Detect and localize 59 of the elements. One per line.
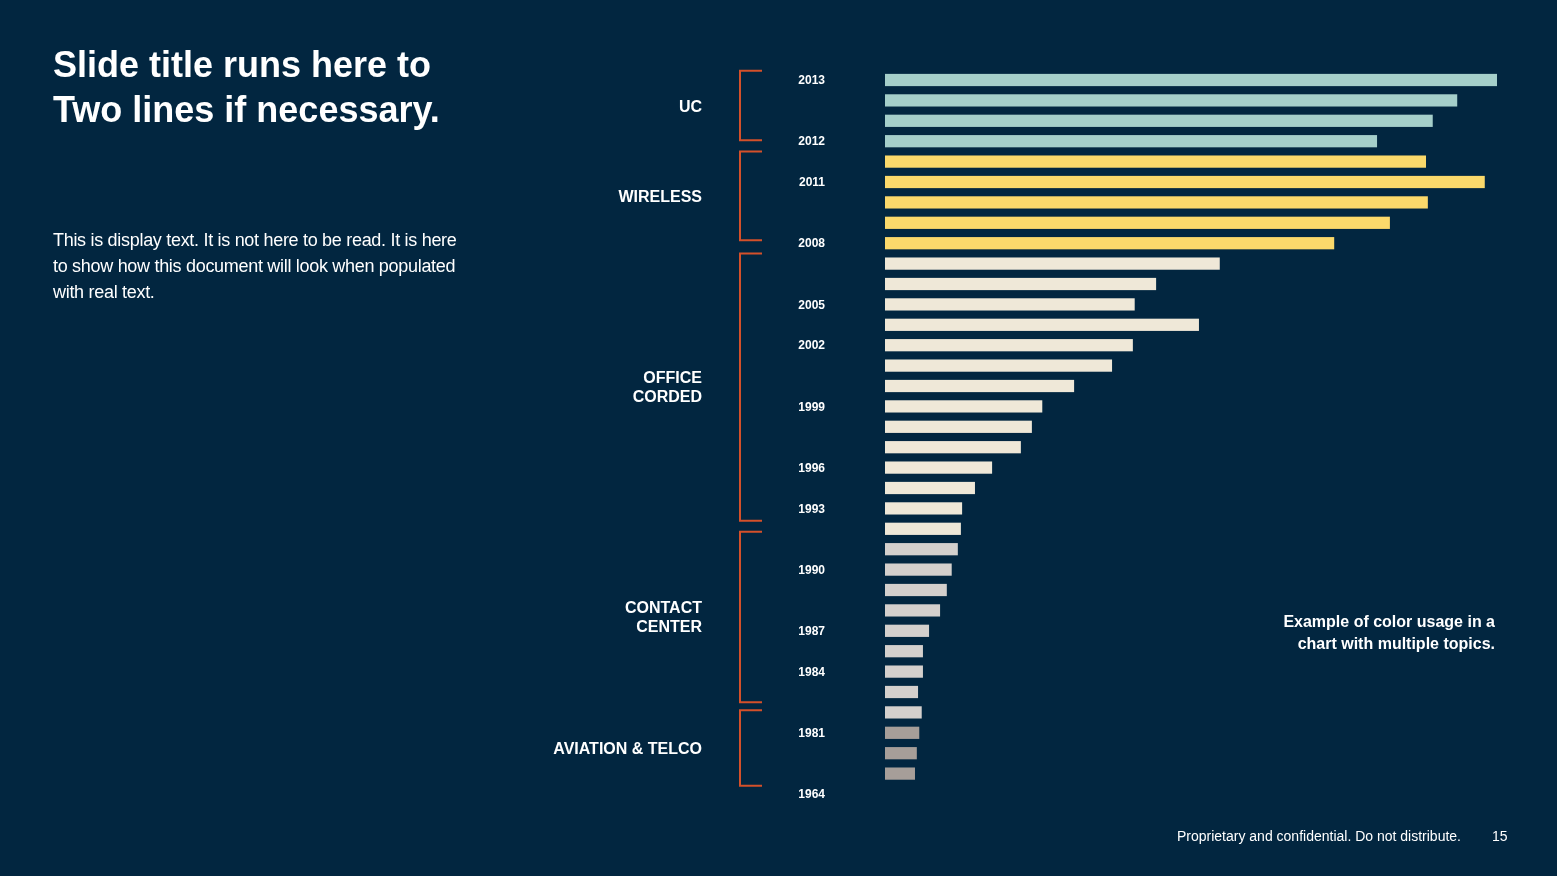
bar: [885, 726, 920, 739]
bar: [885, 155, 1427, 168]
bar: [885, 175, 1485, 189]
bar: [885, 420, 1032, 433]
y-tick-label: 2002: [798, 338, 826, 353]
y-tick-label: 2012: [798, 134, 826, 149]
text: This is display text. It is not here to be read. It is here to show how this document will look when populated with real text.: [53, 229, 458, 304]
bar: [885, 114, 1433, 127]
bar: [885, 216, 1390, 229]
bar: [885, 359, 1113, 372]
text: Proprietary and confidential. Do not distribute.: [1176, 828, 1461, 844]
bar: [885, 583, 947, 597]
text: OFFICE CORDED: [631, 368, 702, 407]
bar: [885, 624, 930, 637]
bar: [885, 400, 1043, 413]
bar: [885, 563, 952, 576]
bar: [885, 277, 1157, 291]
bar: [885, 604, 941, 617]
text: 15: [1492, 828, 1508, 844]
bar: [885, 237, 1335, 250]
y-tick-label: 2013: [798, 73, 826, 88]
bar: [885, 461, 993, 474]
y-tick-label: 2011: [798, 175, 826, 190]
y-tick-label: 1964: [798, 787, 826, 802]
y-tick-label: 1990: [798, 562, 826, 577]
bar: [885, 441, 1021, 454]
bar: [885, 339, 1133, 352]
bar: [885, 522, 961, 535]
bar: [885, 73, 1497, 87]
text: WIRELESS: [617, 186, 702, 206]
bar: [885, 196, 1428, 209]
text: AVIATION & TELCO: [552, 738, 702, 758]
y-tick-label: 2008: [798, 236, 826, 251]
y-tick-label: 1987: [798, 624, 826, 638]
y-tick-label: 1999: [798, 399, 826, 414]
bar: [885, 94, 1458, 107]
bar: [885, 767, 915, 780]
bar: [885, 543, 958, 556]
bar: [885, 502, 963, 515]
bar: [885, 318, 1199, 331]
y-tick-label: 1993: [798, 501, 826, 516]
y-tick-label: 1984: [798, 664, 826, 679]
y-tick-label: 1981: [798, 726, 826, 740]
bar: [885, 298, 1135, 311]
annotation: Example of color usage in a chart with multiple topics.: [1282, 612, 1495, 654]
text: UC: [677, 96, 702, 115]
text: CONTACT CENTER: [623, 598, 702, 637]
text: Slide title runs here to Two lines if necessary.: [53, 43, 441, 132]
bar: [885, 257, 1220, 270]
bar: [885, 747, 917, 760]
bar: [885, 481, 975, 495]
bar: [885, 135, 1378, 148]
bar: [885, 645, 923, 658]
bar: [885, 379, 1075, 393]
y-tick-label: 2005: [798, 297, 826, 312]
y-tick-label: 1996: [798, 460, 826, 475]
bar: [885, 706, 922, 719]
bar: [885, 665, 923, 678]
bar: [885, 685, 919, 699]
